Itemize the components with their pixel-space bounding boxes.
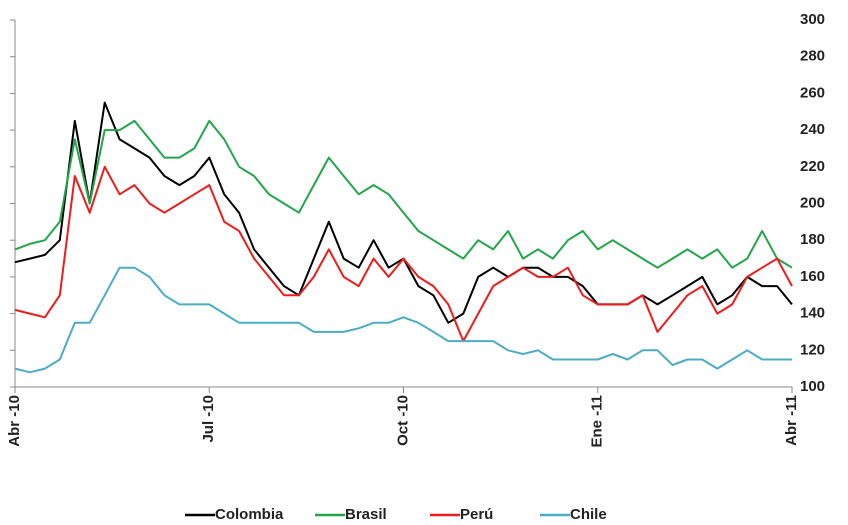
series-line bbox=[14, 119, 793, 269]
legend-label: Perú bbox=[460, 506, 493, 523]
y-tick-label: 240 bbox=[800, 121, 825, 138]
y-tick-label: 220 bbox=[800, 158, 825, 175]
y-tick-label: 300 bbox=[800, 11, 825, 28]
x-tick-label: Abr -10 bbox=[6, 395, 23, 447]
y-tick-label: 160 bbox=[800, 268, 825, 285]
x-tick-label: Oct -10 bbox=[394, 395, 411, 446]
y-tick-label: 100 bbox=[800, 378, 825, 395]
y-tick-label: 280 bbox=[800, 48, 825, 65]
series-line bbox=[14, 266, 792, 374]
y-tick-label: 120 bbox=[800, 341, 825, 358]
legend-label: Colombia bbox=[215, 506, 284, 523]
x-tick-label: Ene -11 bbox=[589, 395, 606, 448]
series-line bbox=[14, 165, 793, 343]
y-tick-label: 180 bbox=[800, 231, 825, 248]
x-tick-label: Jul -10 bbox=[200, 395, 217, 443]
y-tick-label: 200 bbox=[800, 194, 825, 211]
legend-label: Chile bbox=[570, 506, 607, 523]
y-tick-label: 140 bbox=[800, 305, 825, 322]
x-tick-label: Abr -11 bbox=[783, 395, 800, 446]
legend-label: Brasil bbox=[345, 506, 387, 523]
y-tick-label: 260 bbox=[800, 84, 825, 101]
